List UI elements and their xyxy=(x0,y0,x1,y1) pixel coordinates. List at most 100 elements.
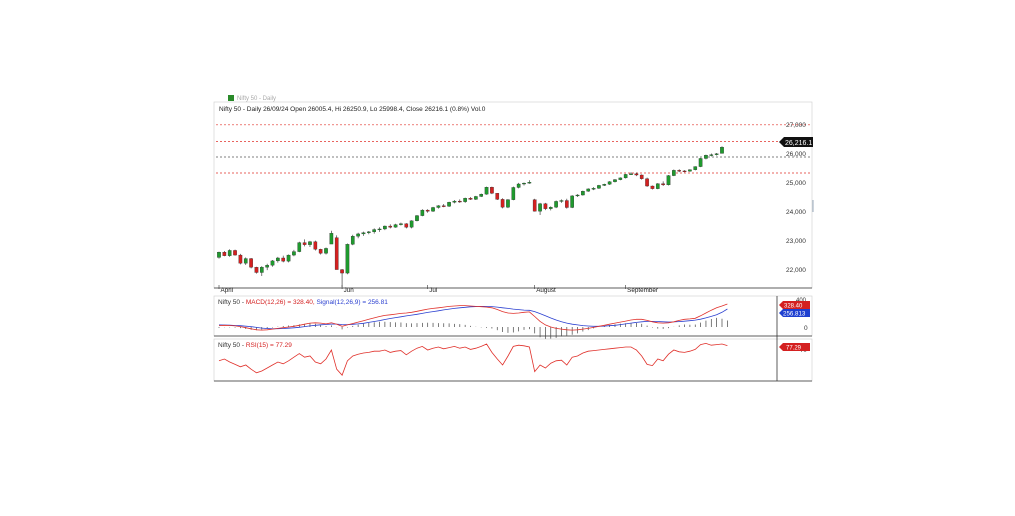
month-label: Jun xyxy=(344,287,355,294)
candle-body xyxy=(286,254,291,262)
candle-body xyxy=(281,257,286,262)
candle-body xyxy=(367,231,371,233)
candle-body xyxy=(693,166,698,170)
candle-body xyxy=(217,252,221,258)
candle-body xyxy=(436,205,441,208)
candle-body xyxy=(431,207,435,212)
macd-axis-zero: 0 xyxy=(804,325,808,332)
y-tick-label: 27,000 xyxy=(786,122,806,129)
candle-body xyxy=(650,185,655,189)
last-price-tag-shape xyxy=(779,137,813,147)
legend-label: Nifty 50 - Daily xyxy=(237,96,276,102)
candle-body xyxy=(399,223,403,225)
candle-body xyxy=(249,258,253,268)
candle-body xyxy=(238,254,243,264)
candle-body xyxy=(565,200,569,208)
candle-body xyxy=(586,188,591,192)
candle-body xyxy=(393,224,398,228)
candle-body xyxy=(425,209,430,212)
candle-body xyxy=(623,174,628,179)
y-tick-label: 25,000 xyxy=(786,180,806,187)
candle-body xyxy=(704,155,708,159)
rsi-value-tag-shape xyxy=(779,343,810,351)
candle-body xyxy=(714,153,719,155)
candle-body xyxy=(388,225,393,228)
candle-body xyxy=(634,173,639,176)
candle-body xyxy=(383,225,387,230)
candle-body xyxy=(474,196,478,200)
candle-body xyxy=(233,250,237,256)
rsi-label-prefix: Nifty 50 - xyxy=(218,342,246,349)
candle-body xyxy=(500,199,505,208)
candle-body xyxy=(457,200,462,203)
macd-label: MACD(12,26) = 328.40, xyxy=(246,299,315,306)
candle-body xyxy=(447,202,451,207)
candle-body xyxy=(666,175,671,186)
candle-body xyxy=(532,199,537,212)
candle-body xyxy=(318,249,323,254)
macd-value-tag-shape xyxy=(779,301,810,309)
price-y-axis: 27,000 26,000 25,000 24,000 23,000 22,000 xyxy=(786,122,806,274)
candle-body xyxy=(420,209,425,216)
candle-body xyxy=(484,187,489,195)
signal-line xyxy=(218,306,728,330)
rsi-label: RSI(15) = 77.29 xyxy=(246,342,292,349)
candle-body xyxy=(404,223,409,228)
candle-body xyxy=(356,233,360,237)
candle-body xyxy=(350,236,355,245)
candle-body xyxy=(292,251,296,256)
candle-body xyxy=(672,170,676,176)
macd-line xyxy=(218,303,728,331)
candle-body xyxy=(324,248,328,254)
candle-body xyxy=(297,242,302,252)
candle-body xyxy=(618,177,623,180)
top-legend-strip: Nifty 50 - Daily xyxy=(228,95,276,102)
month-label: August xyxy=(536,287,556,294)
candle-body xyxy=(227,250,232,256)
reference-lines xyxy=(216,124,810,174)
candle-body xyxy=(361,232,366,235)
candle-body xyxy=(415,215,419,221)
candle-body xyxy=(506,199,510,208)
candle-body xyxy=(554,201,558,208)
candle-body xyxy=(259,267,264,273)
candle-body xyxy=(265,265,269,268)
candle-body xyxy=(452,200,457,203)
candle-body xyxy=(468,198,473,200)
candle-body xyxy=(682,170,687,172)
candle-body xyxy=(607,181,612,185)
macd-value-tag-text: 328.40 xyxy=(784,304,803,310)
candle-body xyxy=(591,188,596,190)
price-panel-header: Nifty 50 - Daily 26/09/24 Open 26005.4, … xyxy=(219,106,486,113)
candle-body xyxy=(645,178,649,187)
candle-body xyxy=(511,187,516,200)
legend-icon xyxy=(228,95,234,101)
signal-label: Signal(12,26,9) = 256.81 xyxy=(316,299,388,306)
month-label: April xyxy=(221,287,234,294)
candle-body xyxy=(602,184,607,186)
candle-body xyxy=(313,241,318,250)
candle-body xyxy=(575,194,580,197)
macd-label-prefix: Nifty 50 - xyxy=(218,299,246,306)
candle-body xyxy=(522,182,526,185)
month-axis: April Jun Jul August September xyxy=(218,285,658,294)
candle-body xyxy=(479,193,484,197)
candle-body xyxy=(340,269,344,274)
candle-body xyxy=(613,179,617,182)
candle-body xyxy=(629,173,633,175)
candle-body xyxy=(698,158,703,167)
rsi-line xyxy=(218,342,728,376)
candle-body xyxy=(243,258,248,264)
candle-body xyxy=(559,200,564,202)
candle-body xyxy=(661,183,665,186)
candle-body xyxy=(345,244,350,274)
rsi-value-tag: 77.29 xyxy=(779,343,810,352)
rsi-series xyxy=(218,342,728,376)
candle-body xyxy=(709,154,714,156)
candle-body xyxy=(655,183,660,189)
candle-body xyxy=(490,187,494,194)
candle-body xyxy=(329,233,334,245)
macd-series xyxy=(218,303,728,339)
candle-body xyxy=(270,260,275,266)
candle-body xyxy=(308,241,312,245)
